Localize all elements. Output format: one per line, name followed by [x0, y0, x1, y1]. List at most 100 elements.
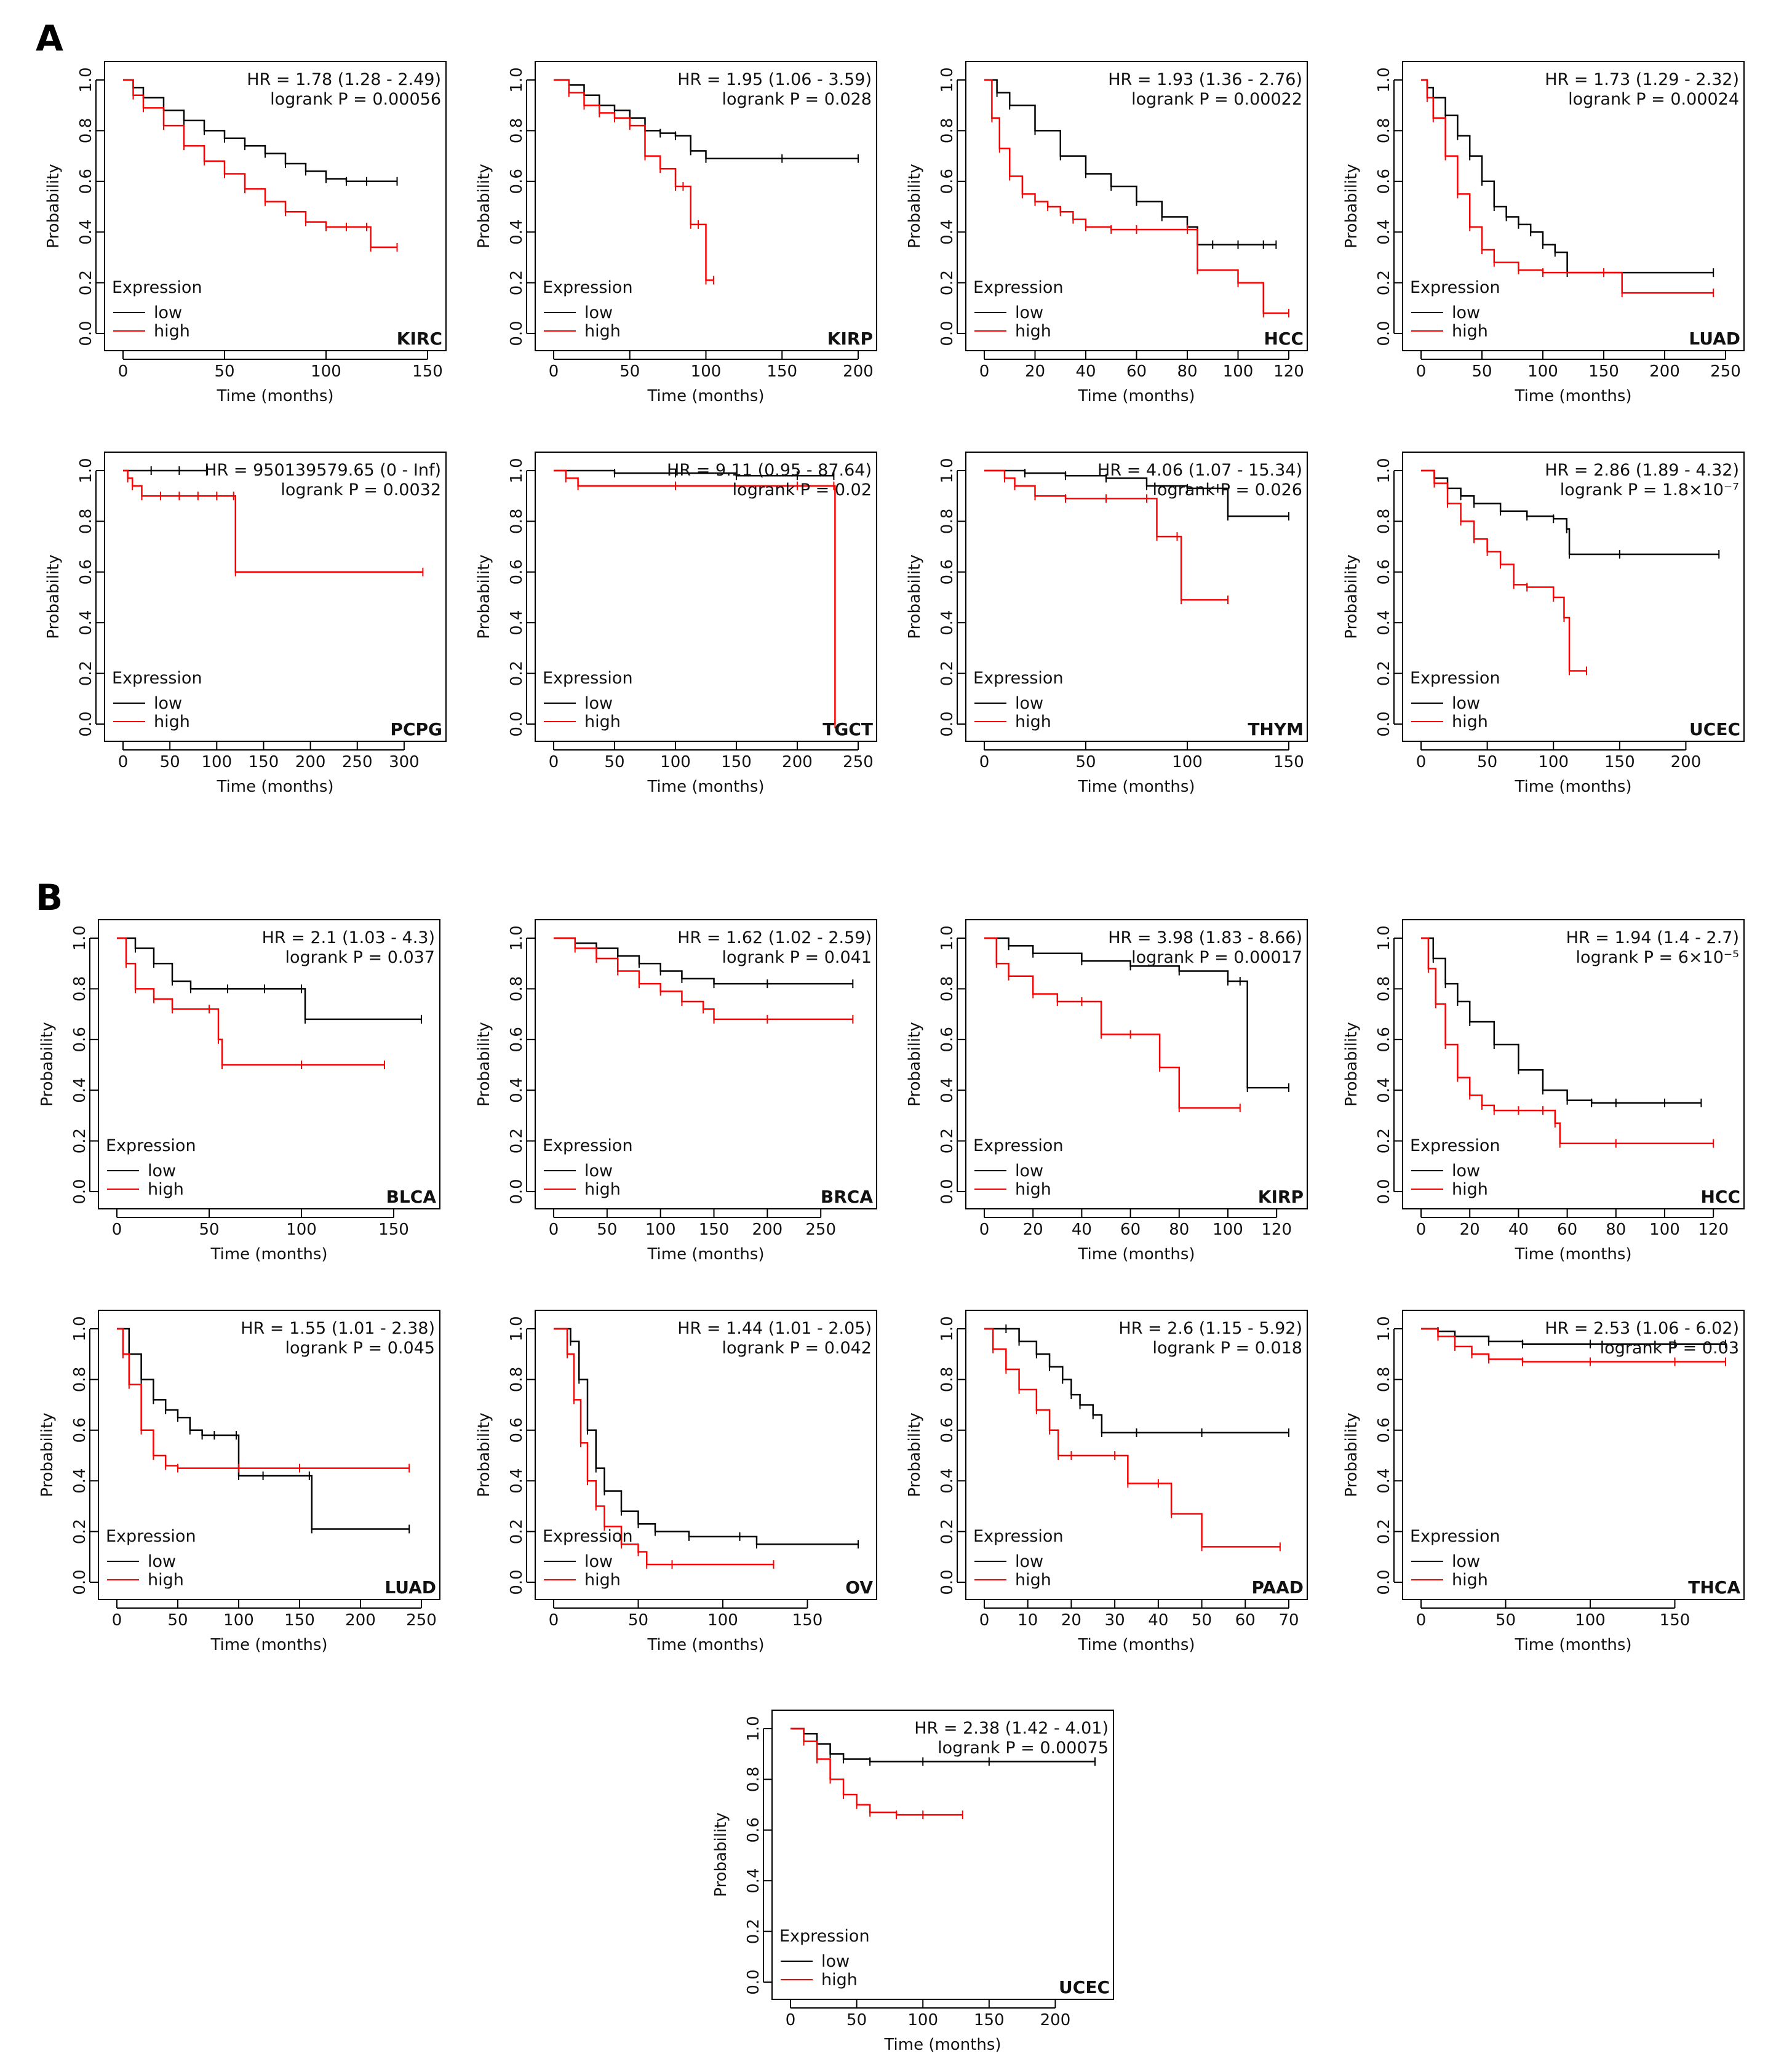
x-axis-label: Time (months)	[883, 2036, 1001, 2054]
legend-label-high: high	[154, 712, 190, 731]
y-tick-label: 0.6	[1375, 1417, 1393, 1443]
y-tick-label: 1.0	[1375, 458, 1393, 483]
x-tick-label: 200	[1649, 362, 1680, 381]
legend-label-high: high	[148, 1180, 184, 1199]
legend-label-low: low	[584, 694, 613, 713]
x-tick-label: 50	[619, 362, 640, 381]
x-tick-label: 0	[112, 1611, 122, 1630]
y-axis: 0.0 0.2 0.4 0.6 0.8 1.0	[1375, 1316, 1403, 1595]
x-tick-label: 150	[284, 1611, 315, 1630]
plot-frame	[98, 1310, 440, 1600]
x-tick-label: 0	[1416, 1221, 1427, 1239]
cancer-type-label: PCPG	[390, 719, 442, 739]
plot-frame	[965, 919, 1308, 1209]
y-tick-label: 0.8	[508, 118, 526, 143]
legend-label-low: low	[1452, 694, 1480, 713]
y-tick-label: 0.6	[1375, 559, 1393, 584]
y-tick-label: 1.0	[77, 67, 95, 92]
censor-marks-high	[568, 88, 714, 285]
x-axis: 0 50 100 150	[112, 1209, 409, 1239]
x-tick-label: 100	[201, 753, 232, 771]
y-tick-label: 1.0	[938, 67, 957, 92]
legend-title: Expression	[543, 278, 633, 297]
censor-marks-high	[125, 959, 385, 1069]
km-chart-b-luad: 0.0 0.2 0.4 0.6 0.8 1.0 Probability 0 50 100 150 20…	[38, 1310, 440, 1654]
x-tick-label: 150	[699, 1221, 730, 1239]
censor-marks-high	[132, 90, 398, 252]
legend-label-low: low	[584, 1552, 613, 1571]
censor-marks-low	[1426, 83, 1714, 277]
y-tick-label: 1.0	[77, 458, 95, 483]
cancer-type-label: OV	[845, 1577, 873, 1598]
legend-label-high: high	[821, 1970, 858, 1989]
y-tick-label: 1.0	[938, 925, 957, 950]
x-tick-label: 50	[160, 753, 180, 771]
y-axis-label: Probability	[906, 164, 924, 248]
x-tick-label: 50	[628, 1611, 648, 1630]
logrank-p-text: logrank P = 0.042	[722, 1339, 872, 1358]
x-tick-label: 50	[1192, 1611, 1212, 1630]
x-tick-label: 70	[1278, 1611, 1299, 1630]
plot-frame	[535, 1310, 877, 1600]
censor-marks-high	[991, 113, 1289, 318]
km-curve-low	[117, 1328, 410, 1530]
km-curve-low	[984, 1328, 1289, 1434]
hazard-ratio-text: HR = 1.55 (1.01 - 2.38)	[241, 1319, 435, 1338]
cancer-type-label: THCA	[1688, 1577, 1740, 1598]
plot-frame	[1402, 1310, 1745, 1600]
x-tick-label: 40	[1508, 1221, 1529, 1239]
km-chart-a-thym: 0.0 0.2 0.4 0.6 0.8 1.0 Probability 0 50 100 150 Ti…	[906, 452, 1308, 796]
y-tick-label: 0.0	[1375, 1179, 1393, 1204]
legend-label-low: low	[154, 694, 182, 713]
x-tick-label: 100	[1213, 1221, 1243, 1239]
y-tick-label: 1.0	[508, 458, 526, 483]
y-tick-label: 1.0	[744, 1716, 763, 1741]
x-tick-label: 120	[1261, 1221, 1292, 1239]
legend-label-high: high	[1452, 1571, 1488, 1590]
y-axis: 0.0 0.2 0.4 0.6 0.8 1.0	[938, 458, 966, 737]
y-tick-label: 0.0	[938, 321, 957, 346]
censor-marks-low	[614, 469, 835, 480]
x-axis-label: Time (months)	[1077, 387, 1195, 405]
legend-label-low: low	[1452, 1161, 1480, 1181]
y-tick-label: 0.0	[1375, 1569, 1393, 1595]
x-tick-label: 50	[597, 1221, 617, 1239]
y-tick-label: 0.2	[508, 1519, 526, 1544]
km-chart-b-blca: 0.0 0.2 0.4 0.6 0.8 1.0 Probability 0 50 100 150 Ti…	[38, 919, 440, 1264]
y-tick-label: 0.2	[508, 270, 526, 295]
x-axis-label: Time (months)	[1514, 1245, 1631, 1264]
x-axis: 0 50 100 150 200 250 300	[118, 741, 420, 771]
legend-label-low: low	[154, 303, 182, 322]
km-curve-high	[1421, 1328, 1726, 1363]
x-tick-label: 250	[406, 1611, 437, 1630]
logrank-p-text: logrank P = 0.00017	[1131, 948, 1302, 967]
x-tick-label: 150	[1588, 362, 1619, 381]
x-tick-label: 150	[1604, 753, 1635, 771]
y-tick-label: 0.2	[508, 1128, 526, 1153]
y-axis: 0.0 0.2 0.4 0.6 0.8 1.0	[508, 67, 535, 346]
x-tick-label: 100	[707, 1611, 738, 1630]
x-axis-label: Time (months)	[216, 778, 333, 796]
km-curve-high	[554, 937, 853, 1021]
cancer-type-label: KIRP	[1258, 1187, 1304, 1207]
x-tick-label: 0	[549, 753, 559, 771]
x-tick-label: 80	[1606, 1221, 1626, 1239]
y-tick-label: 0.4	[71, 1078, 89, 1103]
x-tick-label: 0	[979, 362, 990, 381]
x-axis: 0 50 100 150 200 250	[1416, 351, 1741, 381]
censor-marks-low	[1008, 941, 1289, 1093]
y-tick-label: 0.6	[77, 559, 95, 584]
y-tick-label: 0.0	[71, 1569, 89, 1595]
y-axis-label: Probability	[38, 1022, 57, 1106]
censor-marks-high	[1433, 479, 1588, 675]
hazard-ratio-text: HR = 1.62 (1.02 - 2.59)	[677, 928, 872, 947]
y-tick-label: 0.8	[1375, 509, 1393, 534]
legend-label-high: high	[154, 322, 190, 341]
logrank-p-text: logrank P = 1.8×10⁻⁷	[1560, 480, 1739, 500]
y-tick-label: 0.2	[508, 661, 526, 686]
y-tick-label: 0.4	[1375, 1468, 1393, 1494]
